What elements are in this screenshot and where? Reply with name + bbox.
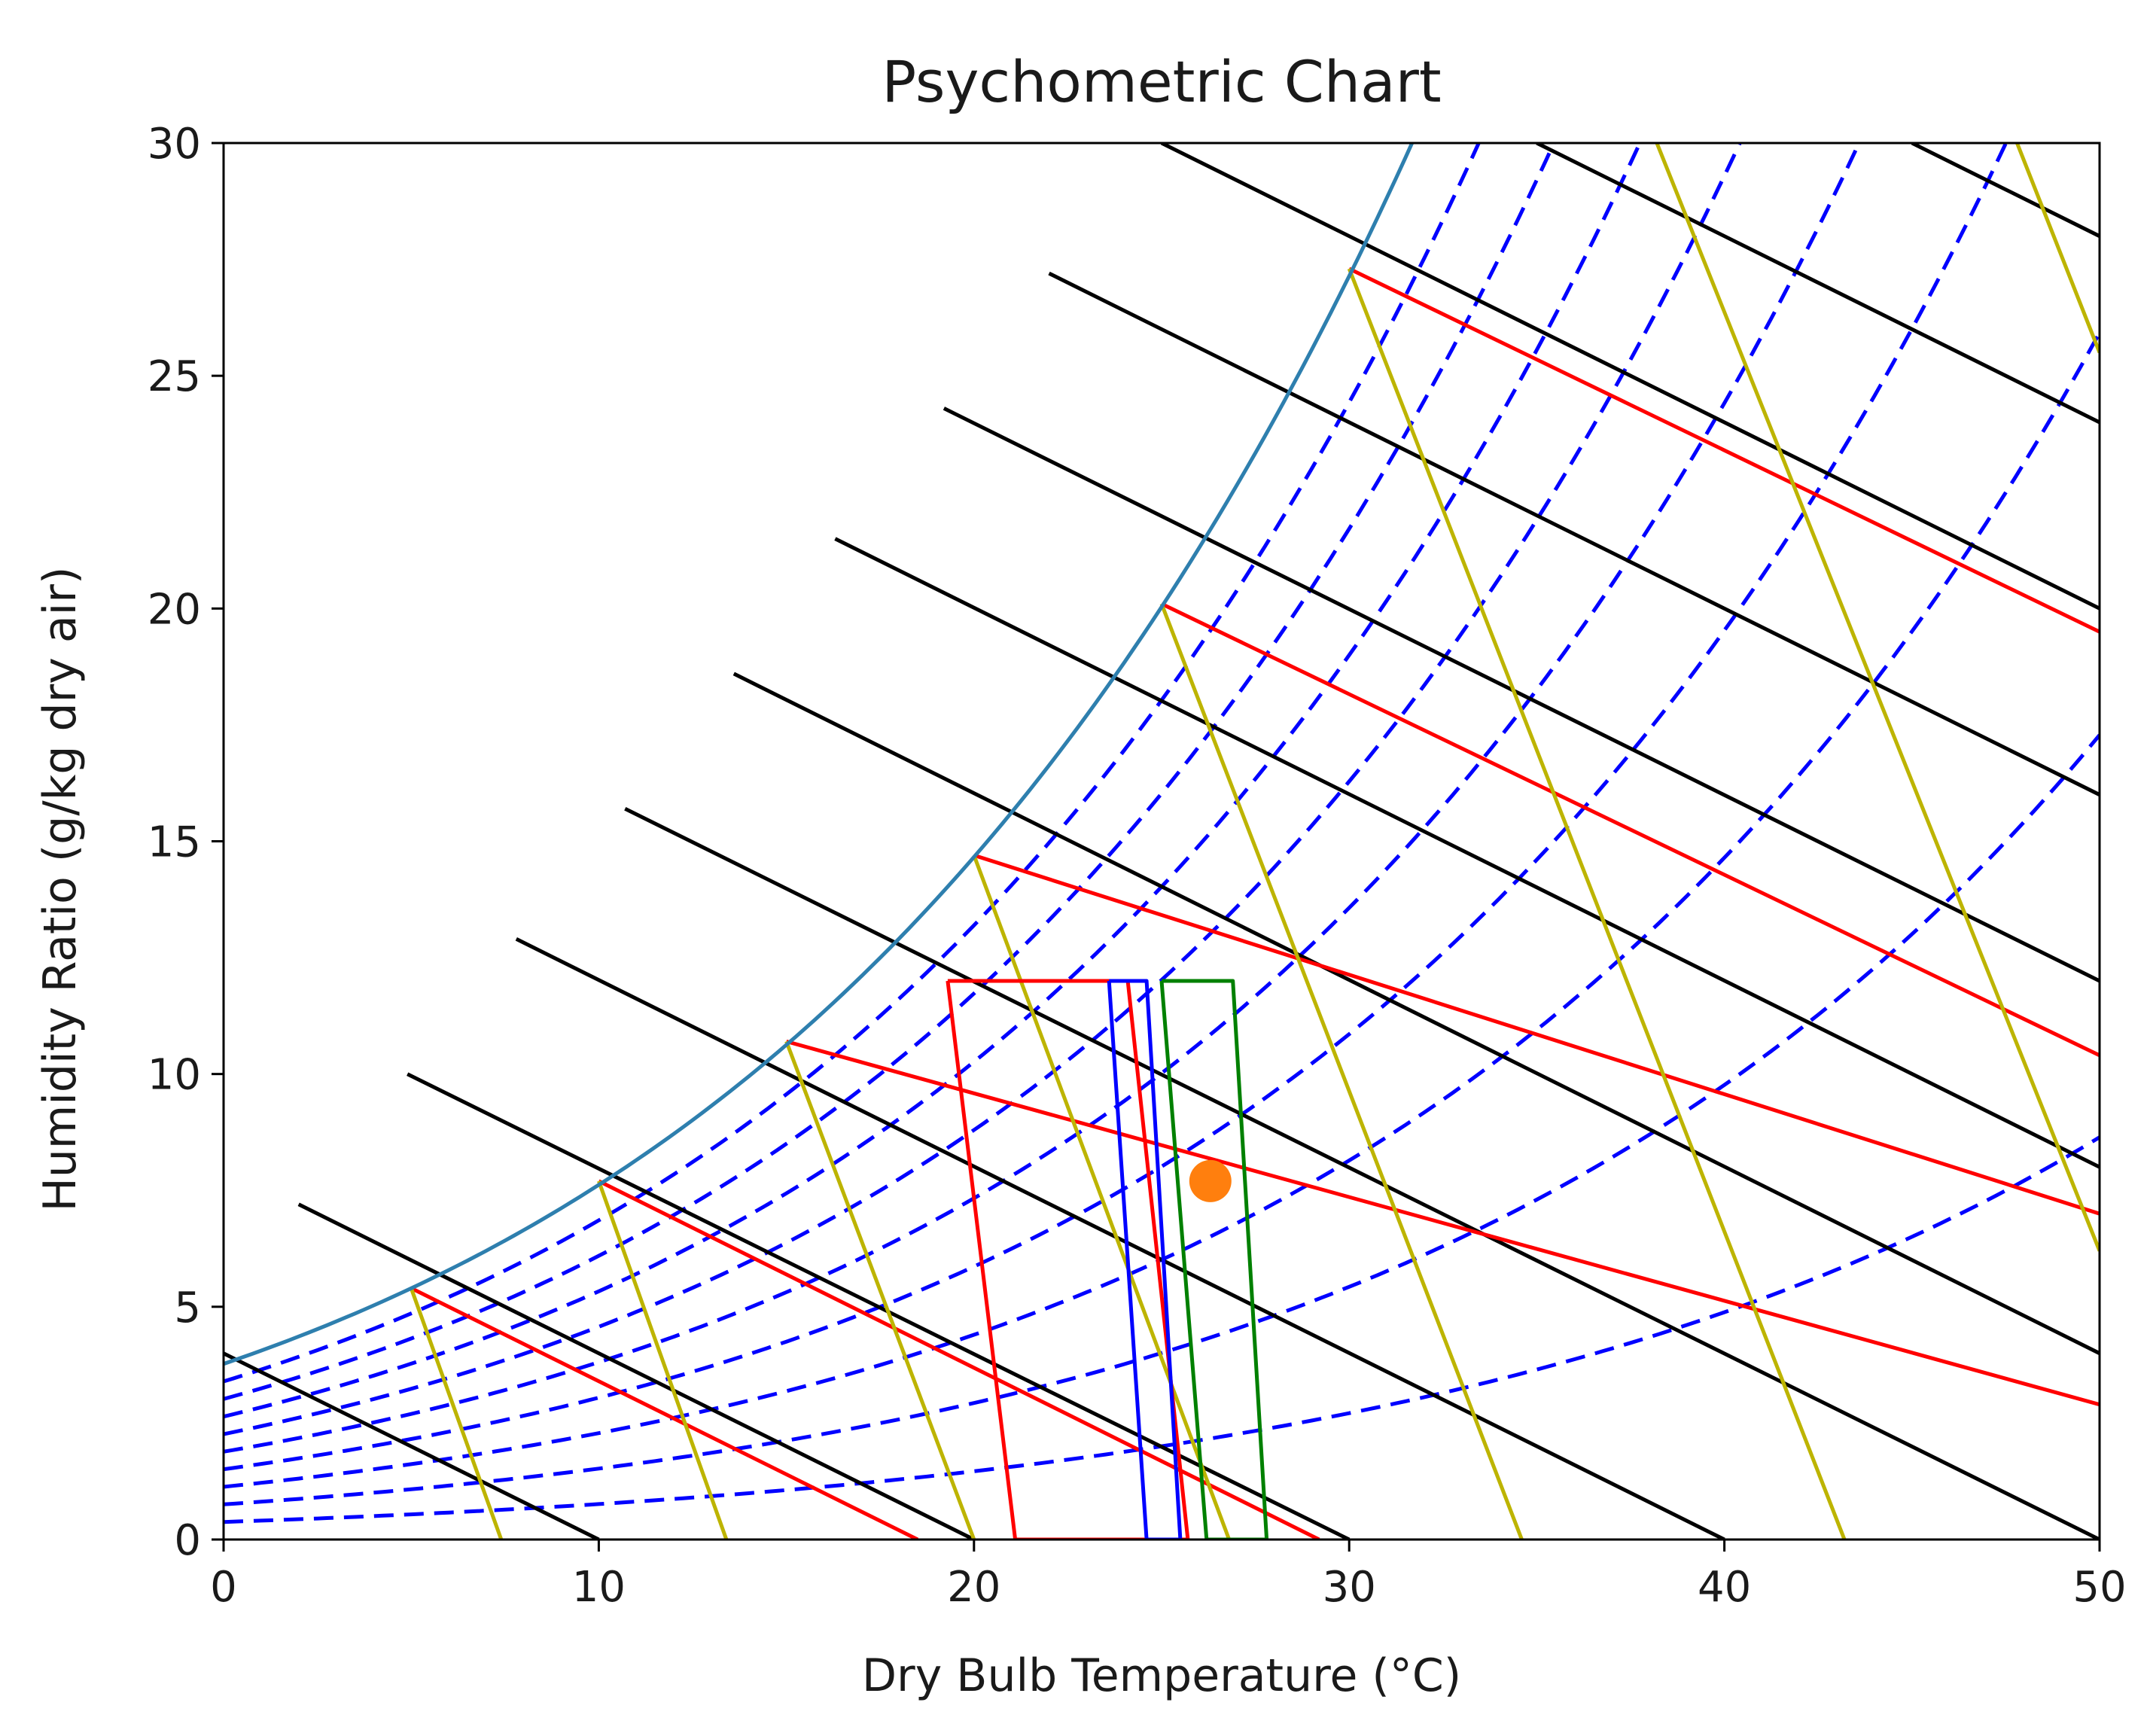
y-tick-label: 10 (148, 1051, 201, 1100)
comfort-zone-red (946, 979, 1190, 1540)
yellow-line-7 (1655, 143, 2100, 1252)
yellow-line-8 (2015, 143, 2100, 354)
yellow-line-6 (1347, 268, 1847, 1540)
red-line-1 (410, 1286, 919, 1540)
red-line-6 (1348, 266, 2100, 634)
red-line-2 (598, 1179, 1320, 1540)
y-tick-label: 25 (148, 352, 201, 401)
axis-ticks: 0 10 20 30 40 50 0 5 10 15 20 25 30 (148, 120, 2127, 1612)
x-tick-label: 40 (1698, 1563, 1751, 1612)
y-tick-label: 30 (148, 120, 201, 169)
state-point (1189, 1159, 1232, 1202)
x-tick-label: 20 (947, 1563, 1000, 1612)
yellow-line-1 (409, 1287, 504, 1540)
enthalpy-line-6 (732, 672, 2100, 1355)
enthalpy-line-2 (297, 1202, 975, 1540)
x-tick-label: 30 (1323, 1563, 1376, 1612)
enthalpy-line-9 (1048, 271, 2100, 796)
comfort-zone-green (1159, 979, 1269, 1540)
yellow-line-2 (597, 1180, 729, 1540)
rh-curve-10 (224, 1135, 2100, 1524)
y-tick-label: 5 (174, 1284, 201, 1332)
x-tick-label: 50 (2072, 1563, 2126, 1612)
yellow-line-4 (972, 854, 1232, 1540)
enthalpy-line-3 (407, 1072, 1351, 1540)
saturation-curve (224, 143, 1415, 1366)
enthalpy-line-8 (943, 407, 2100, 983)
x-axis-label: Dry Bulb Temperature (°C) (862, 1649, 1461, 1702)
red-line-4 (973, 853, 2100, 1216)
rh-curve-20 (224, 733, 2100, 1506)
enthalpy-line-10 (1160, 143, 2100, 611)
rh-curve-90 (224, 143, 1482, 1384)
enthalpy-line-12 (1911, 143, 2100, 238)
x-tick-label: 10 (572, 1563, 626, 1612)
y-tick-label: 20 (148, 585, 201, 634)
chart-title: Psychometric Chart (882, 48, 1441, 115)
enthalpy-line-11 (1536, 143, 2100, 425)
enthalpy-line-1 (224, 1351, 600, 1540)
plot-area (224, 143, 2100, 1540)
enthalpy-line-7 (834, 537, 2100, 1169)
red-line-5 (1160, 602, 2100, 1058)
rh-curve-30 (224, 331, 2100, 1489)
yellow-line-3 (784, 1040, 976, 1540)
comfort-zone-blue (1107, 979, 1183, 1540)
rh-curve-40 (224, 143, 2008, 1472)
y-tick-label: 15 (148, 818, 201, 867)
enthalpy-line-5 (624, 806, 2100, 1540)
enthalpy-line-4 (515, 937, 1725, 1540)
y-tick-label: 0 (174, 1516, 201, 1565)
y-axis-label: Humidity Ratio (g/kg dry air) (34, 567, 87, 1212)
x-tick-label: 0 (210, 1563, 237, 1612)
rh-curve-50 (224, 143, 1862, 1454)
red-line-3 (785, 1039, 2100, 1407)
rh-curve-80 (224, 143, 1556, 1401)
yellow-line-5 (1159, 603, 1524, 1540)
